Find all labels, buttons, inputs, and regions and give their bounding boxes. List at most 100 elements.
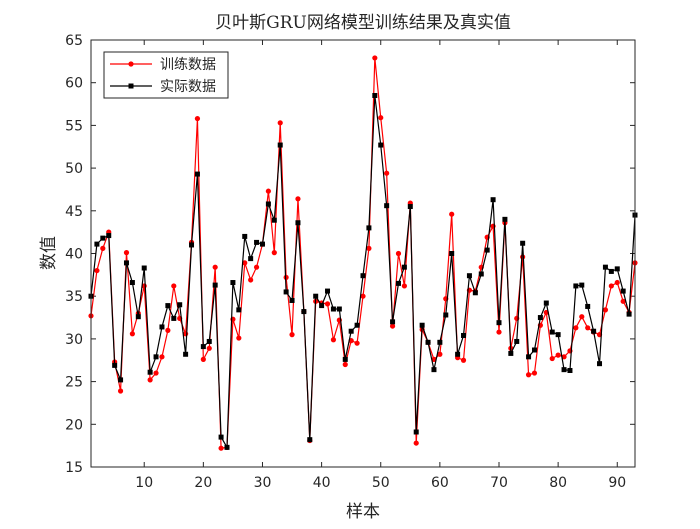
data-point (567, 367, 573, 373)
data-point (171, 283, 177, 289)
data-point (289, 297, 295, 303)
data-point (147, 377, 153, 383)
chart-title: 贝叶斯GRU网络模型训练结果及真实值 (215, 13, 511, 33)
x-axis-label: 样本 (346, 502, 380, 522)
data-point (472, 290, 478, 296)
legend-actual-label: 实际数据 (160, 79, 216, 95)
legend-train-marker (128, 61, 134, 67)
data-point (313, 293, 319, 299)
data-point (431, 367, 437, 373)
data-point (342, 361, 348, 368)
y-tick-label: 50 (65, 161, 83, 177)
data-point (555, 332, 561, 338)
data-point (366, 245, 372, 251)
data-point (490, 197, 496, 203)
x-tick-label: 80 (549, 475, 567, 491)
plot-frame (90, 39, 636, 468)
legend-box (103, 51, 229, 99)
data-point (585, 325, 591, 331)
data-point (602, 307, 609, 313)
data-point (165, 327, 171, 333)
data-point (94, 241, 100, 247)
data-point (129, 331, 135, 337)
data-point (135, 314, 141, 320)
data-point (147, 369, 153, 375)
data-point (100, 235, 106, 241)
data-point (520, 240, 526, 246)
data-point (614, 266, 620, 272)
data-point (520, 254, 526, 260)
data-point (206, 345, 212, 351)
data-point (159, 324, 165, 330)
data-point (496, 320, 502, 326)
plot-area (91, 40, 635, 467)
data-point (253, 264, 260, 270)
legend: 训练数据 实际数据 (103, 51, 229, 99)
data-point (389, 323, 396, 329)
x-tick-label: 70 (490, 475, 508, 491)
data-point (177, 302, 183, 308)
axis-ticks: 10 20 30 40 50 60 70 80 90 15 20 25 30 35 40 45 50 55 60 65 (65, 33, 635, 491)
x-tick-label: 10 (135, 475, 153, 491)
data-point (200, 344, 206, 350)
y-tick-label: 60 (65, 76, 83, 92)
data-point (271, 250, 277, 256)
x-tick-label: 60 (431, 475, 449, 491)
data-point (431, 356, 437, 362)
data-point (366, 225, 372, 231)
data-point (183, 351, 189, 357)
data-point (401, 264, 407, 270)
data-point (537, 315, 543, 321)
data-point (254, 239, 260, 245)
data-point (437, 351, 443, 357)
data-point (206, 338, 212, 344)
data-point (384, 170, 390, 176)
x-tick-label: 90 (608, 475, 626, 491)
data-point (212, 264, 218, 270)
data-point (395, 280, 401, 286)
data-point (466, 273, 472, 279)
data-point (236, 307, 242, 313)
data-point (242, 260, 248, 266)
data-point (620, 288, 626, 294)
data-point (218, 434, 224, 440)
data-point (443, 312, 449, 318)
data-point (354, 322, 360, 328)
data-point (325, 288, 331, 294)
data-point (378, 115, 384, 121)
data-point (449, 251, 455, 256)
data-point (129, 280, 135, 286)
data-point (555, 352, 561, 358)
data-point (348, 328, 354, 334)
y-tick-label: 55 (65, 118, 83, 134)
data-point (123, 260, 129, 266)
data-point (378, 142, 384, 148)
y-tick-label: 40 (65, 247, 83, 263)
data-point (242, 233, 248, 239)
data-point (159, 354, 165, 360)
x-tick-label: 30 (254, 475, 272, 491)
y-tick-label: 30 (65, 332, 83, 348)
data-point (531, 347, 537, 353)
data-point (224, 444, 230, 450)
y-tick-label: 35 (65, 289, 83, 305)
data-point (165, 303, 171, 309)
data-point (141, 265, 147, 271)
data-point (265, 188, 271, 194)
legend-train-label: 训练数据 (160, 57, 216, 73)
legend-actual-marker (128, 83, 134, 89)
data-point (407, 204, 413, 210)
data-point (319, 303, 325, 309)
series-actual (88, 93, 638, 450)
data-point (502, 216, 508, 222)
data-point (277, 120, 283, 126)
data-point (549, 329, 555, 335)
data-point (218, 445, 224, 451)
data-point (295, 220, 301, 226)
data-point (94, 267, 100, 274)
data-series (88, 55, 638, 451)
data-point (620, 298, 626, 304)
data-point (460, 357, 467, 363)
data-point (437, 339, 443, 345)
